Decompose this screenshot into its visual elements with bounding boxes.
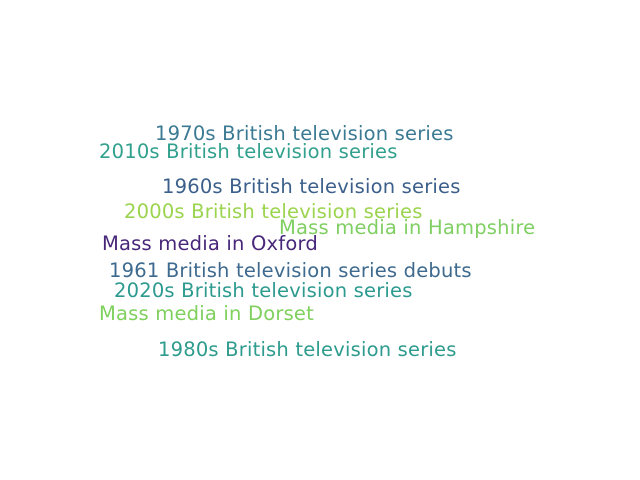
word-mass-media-in-hampshire: Mass media in Hampshire xyxy=(279,216,536,239)
word-2020s-british-television-series: 2020s British television series xyxy=(114,279,413,302)
word-1960s-british-television-series: 1960s British television series xyxy=(162,175,461,198)
word-1961-british-television-series-debuts: 1961 British television series debuts xyxy=(109,259,472,282)
word-1970s-british-television-series: 1970s British television series xyxy=(155,122,454,145)
word-2000s-british-television-series: 2000s British television series xyxy=(124,200,423,223)
word-1980s-british-television-series: 1980s British television series xyxy=(158,338,457,361)
word-mass-media-in-oxford: Mass media in Oxford xyxy=(102,232,318,255)
word-mass-media-in-dorset: Mass media in Dorset xyxy=(99,302,314,325)
word-2010s-british-television-series: 2010s British television series xyxy=(99,140,398,163)
